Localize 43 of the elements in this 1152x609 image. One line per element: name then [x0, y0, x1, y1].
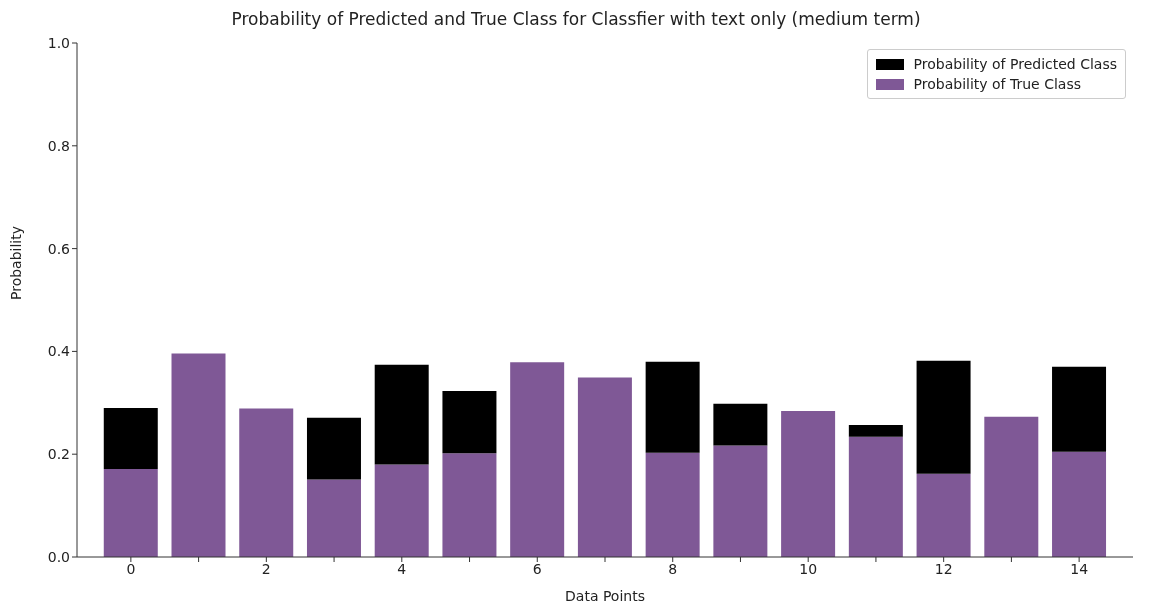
bar: [306, 479, 361, 557]
x-tick-label: 8: [668, 560, 678, 577]
x-tick-label: 10: [799, 560, 818, 577]
x-tick-label: 0: [126, 560, 136, 577]
y-tick-label: 0.0: [47, 548, 70, 565]
bar: [103, 469, 158, 557]
bar: [577, 377, 632, 557]
bar: [374, 464, 429, 557]
bar: [1052, 366, 1107, 452]
bar: [306, 417, 361, 480]
x-tick-label: 12: [934, 560, 953, 577]
y-tick-label: 0.6: [47, 240, 71, 257]
x-tick-label: 4: [397, 560, 407, 577]
bar: [510, 362, 565, 557]
x-tick-label: 6: [532, 560, 542, 577]
bar: [916, 360, 971, 474]
y-tick-label: 0.8: [47, 137, 70, 154]
x-axis-title: Data Points: [565, 588, 645, 604]
x-tick-label: 14: [1070, 560, 1089, 577]
bar: [1052, 451, 1107, 557]
y-tick-label: 1.0: [47, 34, 70, 51]
bar: [645, 361, 700, 453]
y-tick-label: 0.4: [47, 343, 71, 360]
bar: [171, 353, 226, 557]
bar: [442, 453, 497, 557]
y-axis-title: Probability: [7, 225, 24, 300]
legend-label: Probability of Predicted Class: [913, 55, 1117, 74]
x-tick-label: 2: [261, 560, 271, 577]
bar: [848, 436, 903, 557]
bar: [916, 473, 971, 557]
y-tick-label: 0.2: [47, 446, 70, 463]
bar: [239, 408, 294, 557]
bar: [713, 445, 768, 557]
bar: [984, 416, 1039, 557]
bar: [645, 452, 700, 557]
bar: [713, 403, 768, 446]
bar: [781, 411, 836, 557]
bar: [103, 407, 158, 470]
legend-label: Probability of True Class: [913, 75, 1082, 94]
bar: [442, 390, 497, 454]
chart-title: Probability of Predicted and True Class for Classfier with text only (medium term): [230, 8, 922, 31]
bar: [374, 364, 429, 465]
bar: [848, 424, 903, 437]
